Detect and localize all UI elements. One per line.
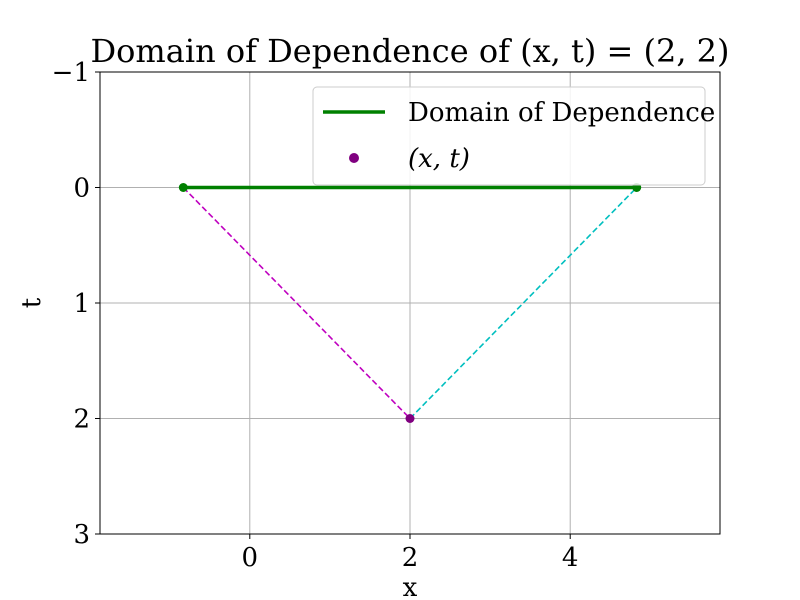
y-tick-label: 0 <box>73 174 90 204</box>
point-x-t <box>405 414 415 423</box>
ticks: 0 2 4 −1 0 1 2 3 <box>52 58 579 573</box>
chart-title: Domain of Dependence of (x, t) = (2, 2) <box>90 32 729 70</box>
legend-dot-marker <box>349 153 359 163</box>
y-tick-label: 3 <box>73 520 90 550</box>
x-axis-label: x <box>403 573 418 600</box>
legend: Domain of Dependence (x, t) <box>312 86 715 186</box>
x-tick-label: 2 <box>402 543 419 573</box>
x-tick-label: 4 <box>562 543 579 573</box>
legend-label: (x, t) <box>408 144 470 174</box>
y-tick-label: −1 <box>52 58 90 88</box>
y-axis-label: t <box>17 297 47 308</box>
legend-label: Domain of Dependence <box>408 98 715 128</box>
domain-endpoint <box>178 183 188 192</box>
y-tick-label: 2 <box>73 405 90 435</box>
x-tick-label: 0 <box>242 543 259 573</box>
y-tick-label: 1 <box>73 289 90 319</box>
legend-box <box>312 86 706 186</box>
series-layer <box>182 185 638 420</box>
